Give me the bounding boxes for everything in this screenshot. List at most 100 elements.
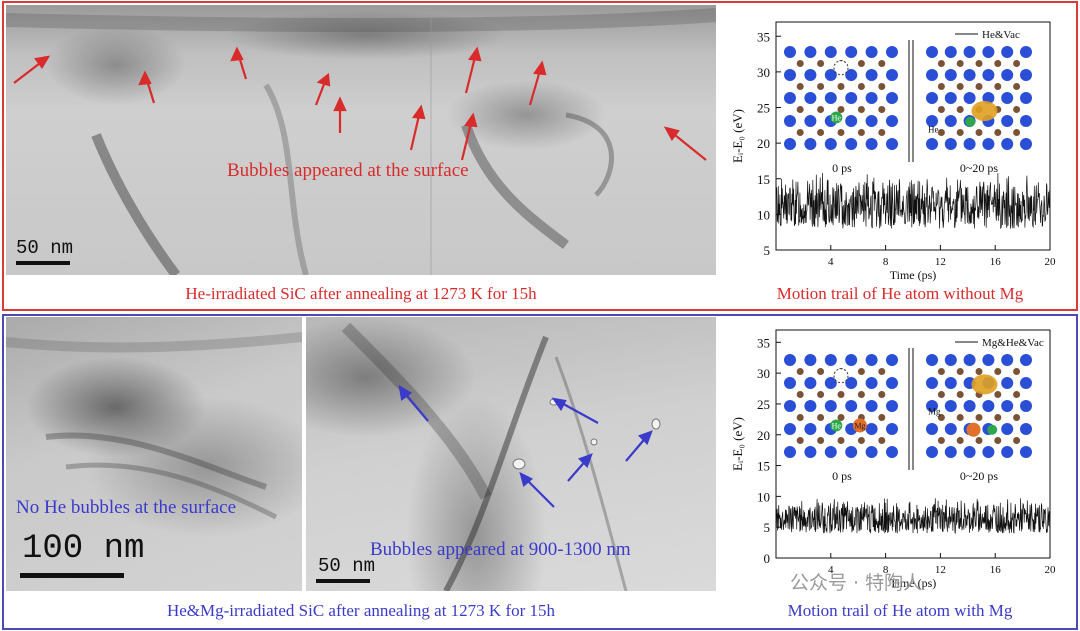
si-atom bbox=[926, 138, 938, 150]
inset-label-0ps: 0 ps bbox=[832, 161, 852, 175]
tem-image-he-mg-left: No He bubbles at the surface 100 nm bbox=[6, 317, 302, 591]
tem-image-he-irradiated: Bubbles appeared at the surface 50 nm bbox=[6, 5, 716, 275]
tem-he-features bbox=[6, 8, 716, 275]
si-atom bbox=[784, 138, 796, 150]
y-tick-label: 5 bbox=[764, 520, 771, 535]
tem-mg-right-features bbox=[341, 322, 661, 591]
si-atom bbox=[865, 423, 878, 435]
y-tick-label: 35 bbox=[757, 335, 770, 350]
si-atom bbox=[982, 138, 995, 150]
c-atom bbox=[878, 437, 886, 444]
c-atom bbox=[817, 129, 825, 136]
scale-bar-bottom-left bbox=[20, 573, 124, 578]
c-atom bbox=[956, 368, 964, 375]
bottom-panel bbox=[2, 314, 1078, 630]
si-atom bbox=[944, 354, 957, 366]
si-atom bbox=[886, 446, 898, 458]
x-tick-label: 20 bbox=[1045, 564, 1057, 576]
x-tick-label: 16 bbox=[990, 564, 1002, 576]
x-axis-label: Time (ps) bbox=[890, 576, 937, 590]
si-atom bbox=[784, 69, 796, 81]
x-tick-label: 4 bbox=[828, 256, 834, 268]
c-atom bbox=[837, 437, 845, 444]
si-atom bbox=[784, 377, 796, 389]
he-atom bbox=[830, 419, 843, 432]
si-atom bbox=[982, 446, 995, 458]
mg-trail-label: Mg bbox=[928, 407, 941, 417]
si-atom bbox=[845, 446, 858, 458]
si-atom bbox=[824, 400, 837, 412]
si-atom bbox=[886, 92, 898, 104]
lattice-insets: He Mg Mg 0 ps 0~20 ps bbox=[782, 348, 1034, 483]
si-atom bbox=[926, 423, 938, 435]
c-atom bbox=[994, 414, 1002, 421]
si-atom bbox=[804, 354, 817, 366]
x-axis-label: Time (ps) bbox=[890, 268, 937, 282]
si-atom bbox=[824, 46, 837, 58]
c-atom bbox=[878, 414, 886, 421]
si-atom bbox=[944, 69, 957, 81]
legend-label: Mg&He&Vac bbox=[982, 337, 1044, 349]
y-tick-label: 25 bbox=[757, 101, 770, 116]
si-atom bbox=[926, 377, 938, 389]
si-atom bbox=[886, 69, 898, 81]
tem-annotation-bubbles: Bubbles appeared at the surface bbox=[227, 160, 469, 181]
si-atom bbox=[1020, 423, 1032, 435]
y-tick-label: 35 bbox=[757, 29, 770, 44]
he-trail-label: He bbox=[928, 125, 939, 135]
x-tick-label: 8 bbox=[883, 564, 889, 576]
si-atom bbox=[804, 423, 817, 435]
c-atom bbox=[1013, 437, 1021, 444]
si-atom bbox=[944, 446, 957, 458]
y-axis-label: Eᵢ-E₀ (eV) bbox=[730, 109, 745, 163]
c-atom bbox=[975, 129, 983, 136]
tem-mg-left-features bbox=[6, 332, 302, 520]
si-atom bbox=[963, 46, 976, 58]
c-atom bbox=[975, 414, 983, 421]
c-atom bbox=[857, 60, 865, 67]
si-atom bbox=[982, 400, 995, 412]
lattice-insets: He He 0 ps 0~20 ps bbox=[782, 40, 1034, 175]
c-atom bbox=[857, 368, 865, 375]
c-atom bbox=[837, 414, 845, 421]
si-atom bbox=[1001, 92, 1014, 104]
y-tick-label: 25 bbox=[757, 397, 770, 412]
c-atom bbox=[878, 83, 886, 90]
si-atom bbox=[1020, 69, 1032, 81]
vacancy-marker bbox=[833, 60, 849, 76]
si-atom bbox=[886, 377, 898, 389]
vacancy-marker bbox=[833, 368, 849, 384]
c-atom bbox=[937, 391, 945, 398]
he-atom bbox=[965, 116, 976, 127]
y-tick-label: 20 bbox=[757, 428, 770, 443]
y-tick-label: 0 bbox=[764, 551, 771, 566]
c-atom bbox=[1013, 106, 1021, 113]
scale-label-bottom-left: 100 nm bbox=[22, 530, 145, 568]
si-atom bbox=[926, 400, 938, 412]
c-atom bbox=[937, 83, 945, 90]
si-atom bbox=[845, 92, 858, 104]
c-atom bbox=[796, 60, 804, 67]
plot-frame bbox=[775, 21, 1051, 251]
si-atom bbox=[804, 115, 817, 127]
watermark: 公众号 · 特陶人 bbox=[790, 572, 923, 594]
si-atom bbox=[845, 354, 858, 366]
c-atom bbox=[994, 129, 1002, 136]
c-atom bbox=[937, 60, 945, 67]
motion-trail bbox=[971, 100, 998, 121]
si-atom bbox=[944, 423, 957, 435]
c-atom bbox=[837, 83, 845, 90]
x-tick-label: 20 bbox=[1045, 256, 1057, 268]
si-atom bbox=[926, 46, 938, 58]
si-atom bbox=[963, 354, 976, 366]
c-atom bbox=[975, 83, 983, 90]
si-atom bbox=[824, 138, 837, 150]
si-atom bbox=[982, 46, 995, 58]
si-atom bbox=[926, 92, 938, 104]
si-atom bbox=[886, 46, 898, 58]
c-atom bbox=[1013, 391, 1021, 398]
he-atom bbox=[830, 111, 843, 124]
si-atom bbox=[886, 138, 898, 150]
c-atom bbox=[994, 60, 1002, 67]
c-atom bbox=[857, 391, 865, 398]
